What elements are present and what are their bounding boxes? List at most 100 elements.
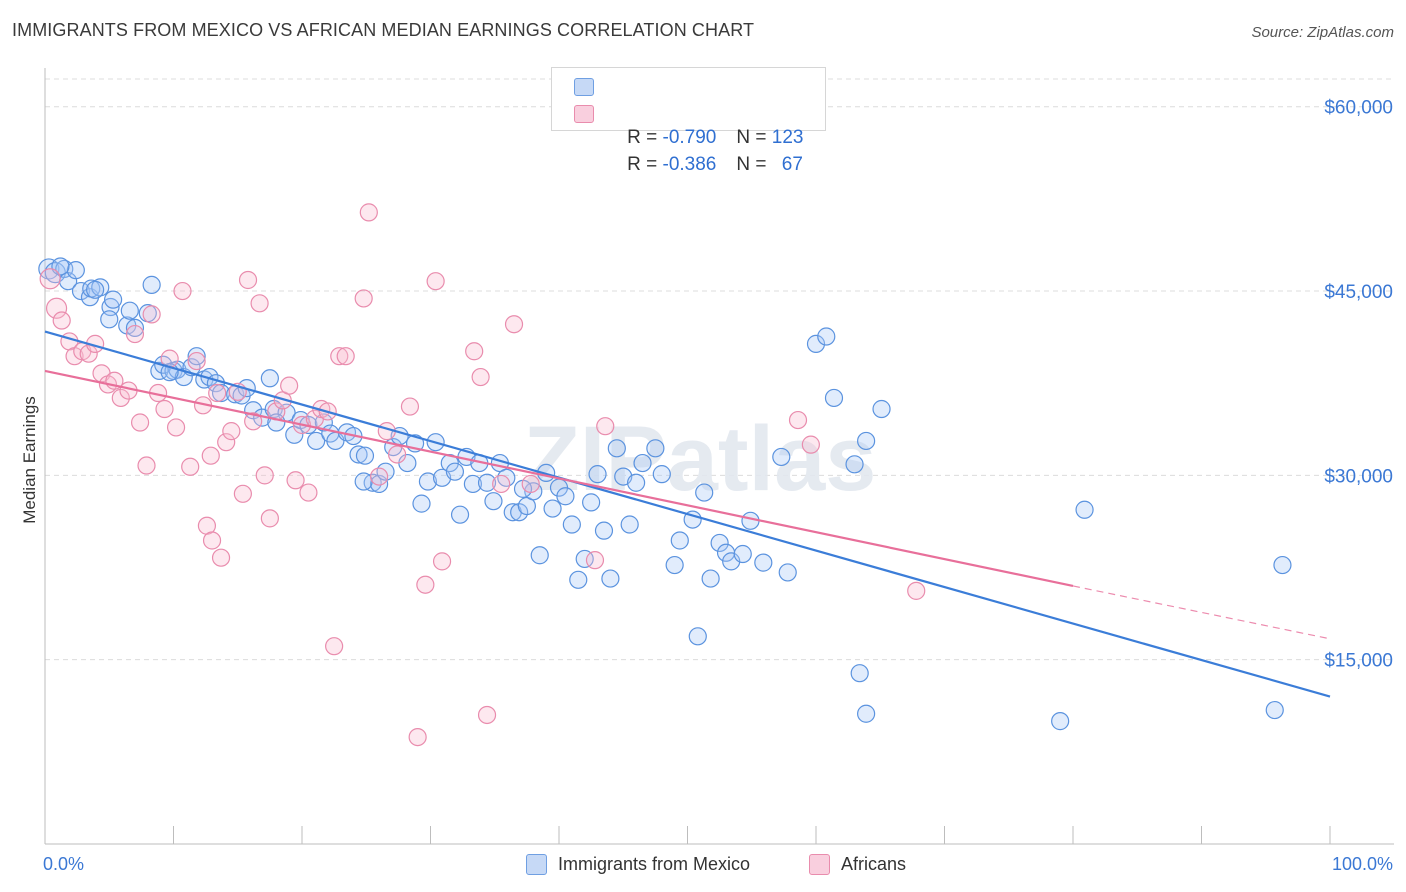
series-africans-points: [39, 203, 926, 747]
trendline-africans: [44, 369, 1074, 588]
point-africans: [400, 397, 420, 416]
point-mexico: [349, 445, 368, 464]
point-mexico: [778, 563, 797, 582]
point-mexico: [445, 462, 465, 481]
point-mexico: [582, 493, 601, 512]
point-africans: [217, 433, 236, 452]
point-mexico: [142, 275, 161, 294]
point-mexico: [601, 569, 620, 588]
point-mexico: [824, 388, 844, 408]
point-mexico: [652, 465, 671, 484]
point-mexico: [733, 544, 752, 564]
point-africans: [426, 272, 445, 291]
point-mexico: [66, 261, 85, 280]
point-mexico: [872, 399, 891, 419]
trendline-africans-extension: [1072, 585, 1331, 640]
legend-swatch-pink: [574, 105, 594, 123]
y-axis-label: Median Earnings: [20, 396, 39, 524]
point-africans: [250, 294, 269, 313]
point-mexico: [1273, 555, 1292, 575]
point-africans: [255, 466, 274, 485]
point-africans: [142, 305, 161, 324]
point-mexico: [354, 472, 373, 491]
point-africans: [432, 552, 452, 571]
source-label: Source: ZipAtlas.com: [1251, 24, 1394, 41]
point-africans: [477, 705, 497, 725]
point-mexico: [688, 627, 707, 646]
point-africans: [465, 342, 484, 361]
point-mexico: [120, 301, 139, 320]
point-africans: [330, 347, 349, 366]
point-africans: [173, 281, 192, 301]
point-africans: [244, 412, 263, 431]
point-africans: [788, 410, 808, 430]
point-mexico: [710, 533, 729, 553]
point-mexico: [594, 521, 614, 540]
point-mexico: [543, 499, 562, 518]
point-africans: [280, 376, 299, 395]
point-africans: [211, 548, 231, 567]
point-mexico: [772, 447, 791, 467]
point-africans: [387, 445, 407, 464]
point-africans: [359, 203, 378, 222]
point-africans: [52, 311, 71, 330]
point-mexico: [1051, 712, 1070, 731]
point-africans: [471, 367, 490, 387]
bottom-legend-label: Africans: [841, 854, 907, 874]
point-mexico: [569, 570, 588, 589]
point-africans: [45, 297, 68, 319]
point-mexico: [857, 431, 876, 451]
point-mexico: [845, 455, 864, 474]
point-mexico: [125, 318, 145, 338]
point-africans: [286, 471, 305, 490]
point-mexico: [477, 473, 497, 492]
point-mexico: [187, 347, 206, 366]
x-tick-label: 0.0%: [43, 854, 84, 874]
point-mexico: [850, 664, 869, 683]
legend-n-value: 67: [781, 154, 803, 175]
point-africans: [596, 417, 615, 436]
point-mexico: [646, 439, 665, 458]
y-tick-label: $30,000: [1324, 466, 1393, 487]
bottom-legend-label: Immigrants from Mexico: [558, 854, 751, 874]
point-africans: [137, 456, 156, 475]
point-africans: [260, 509, 279, 528]
x-tick-label: 100.0%: [1332, 854, 1393, 874]
point-africans: [181, 457, 200, 476]
legend-r-label: R =: [627, 154, 663, 175]
legend-n-value: 123: [771, 127, 804, 148]
point-mexico: [633, 453, 652, 473]
point-africans: [492, 474, 511, 494]
stats-legend: R = -0.790 N = 123 R = -0.386 N = 67: [551, 67, 826, 175]
point-africans: [408, 727, 427, 747]
point-africans: [299, 483, 318, 502]
point-africans: [325, 637, 344, 656]
point-mexico: [530, 546, 549, 565]
bottom-legend-swatch-pink: [809, 854, 830, 875]
y-tick-label: $45,000: [1324, 282, 1393, 303]
point-mexico: [588, 465, 607, 484]
point-africans: [222, 422, 241, 441]
bottom-legend-swatch-blue: [526, 854, 547, 875]
point-africans: [907, 581, 926, 600]
point-mexico: [307, 431, 326, 451]
point-africans: [504, 315, 524, 334]
tick-labels: $15,000 $30,000 $45,000 $60,000 0.0% 100.0% Me…: [20, 98, 1393, 874]
point-mexico: [104, 290, 123, 309]
point-africans: [166, 418, 186, 437]
point-mexico: [620, 515, 639, 534]
point-mexico: [695, 483, 714, 502]
legend-n-label: N =: [736, 127, 772, 148]
point-africans: [201, 446, 220, 465]
legend-r-value: -0.790: [662, 127, 717, 148]
point-mexico: [418, 472, 438, 491]
legend-r-value: -0.386: [662, 154, 717, 175]
trendline-mexico: [44, 330, 1331, 698]
legend-n-label: N =: [736, 154, 772, 175]
point-mexico: [86, 280, 105, 299]
point-mexico: [665, 555, 684, 575]
legend-r-label: R =: [627, 127, 663, 148]
chart-title: IMMIGRANTS FROM MEXICO VS AFRICAN MEDIAN…: [12, 20, 755, 40]
legend-row-africans: R = -0.386 N = 67: [574, 100, 803, 175]
